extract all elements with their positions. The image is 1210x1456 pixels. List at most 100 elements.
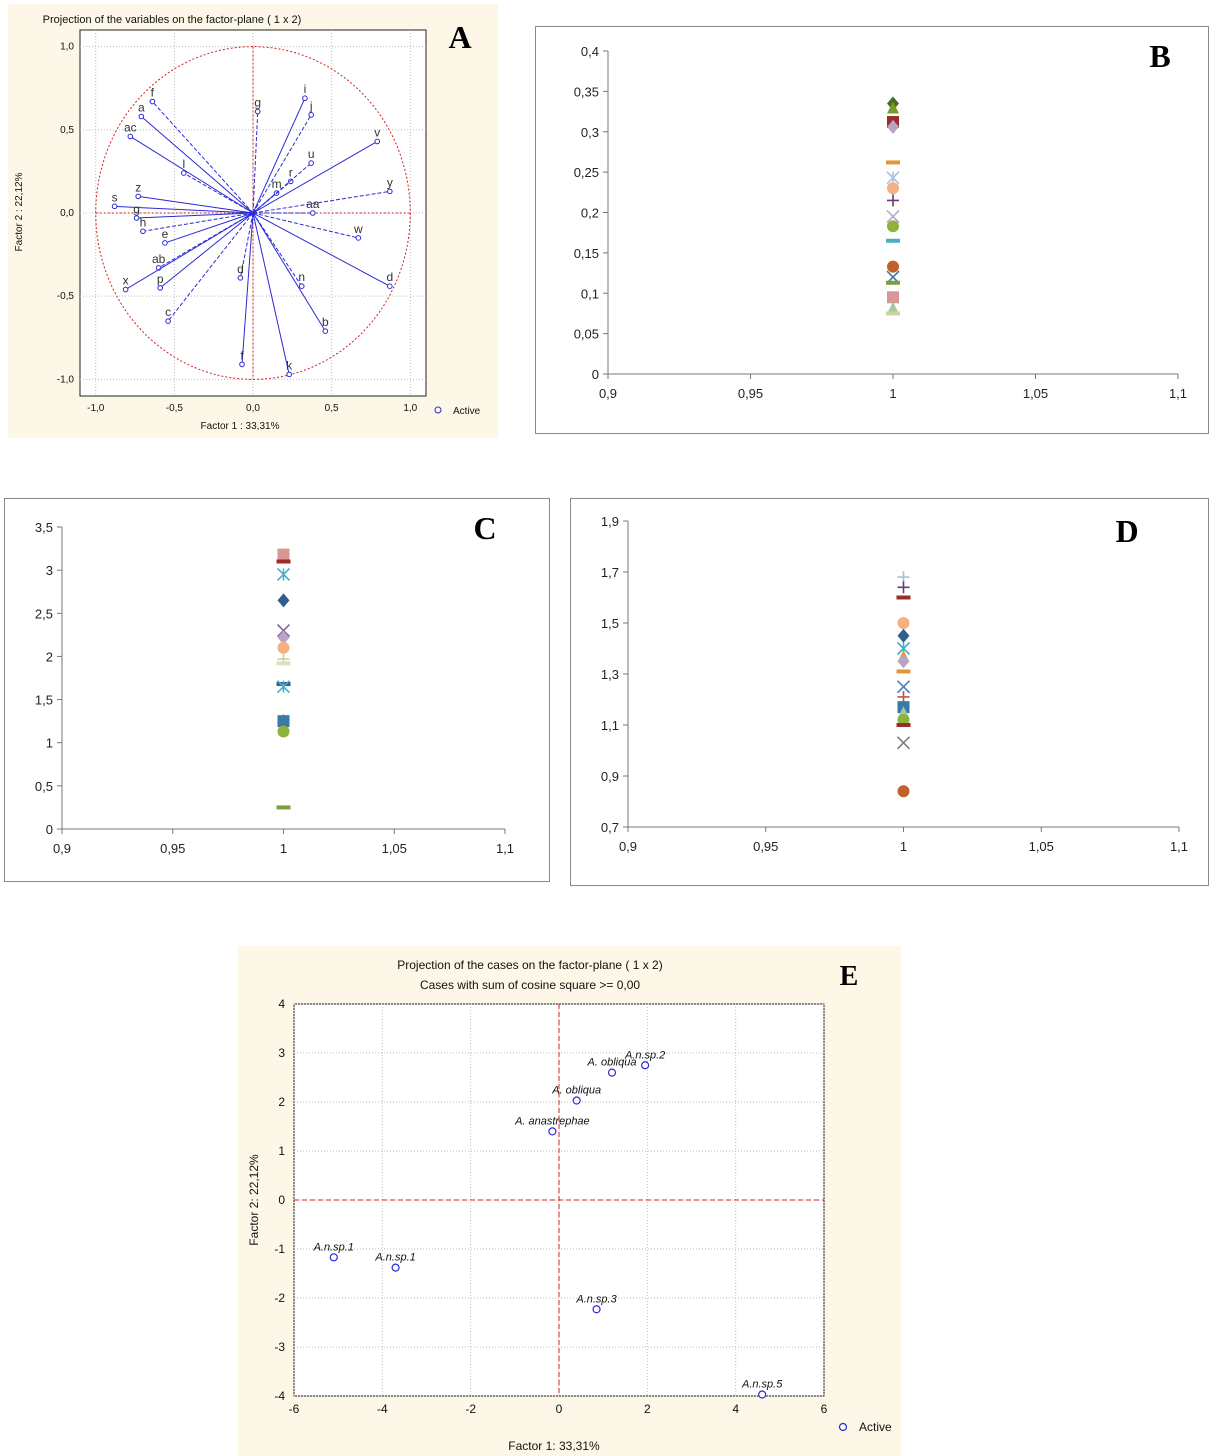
variable-vector-b [252,212,326,332]
variable-point-ac [127,133,134,140]
variable-point-w [355,235,362,241]
y-tick-label: -3 [274,1340,285,1354]
panel-c-y-tick-label: 0 [46,822,53,837]
panel-d-letter: D [1115,513,1138,549]
variable-point-a [138,113,145,120]
variable-point-s [111,203,118,210]
panel-b-points [886,96,900,316]
panel-d-point [896,669,911,674]
panel-b-y-tick-label: 0,05 [574,327,599,342]
panel-d-point [896,595,911,600]
variable-vector-c [167,212,254,322]
panel-d-point [897,690,910,703]
panel-b-point [887,220,899,233]
panel-b-point [887,301,899,314]
variable-label-g: g [254,96,261,110]
x-tick-label: -0,5 [166,403,184,414]
panel-d-x-tick-label: 0,9 [619,839,637,854]
panel-d-point [897,713,910,726]
variable-vector-e [164,212,254,244]
case-point [548,1127,557,1136]
y-tick-label: 2 [278,1095,285,1109]
variable-vector-g [136,212,254,219]
variable-point-n [298,283,305,290]
panel-a-chart: Projection of the variables on the facto… [14,14,481,432]
variable-point-c [165,318,171,324]
panel-b-point [886,280,900,285]
x-tick-label: 4 [732,1402,739,1416]
panel-d-x-tick-label: 1,1 [1170,839,1188,854]
variable-vector-h [142,212,254,232]
variable-vector-n [252,212,303,287]
panel-d: D 1,9 1,7 1,5 1,3 1,1 0,9 0,7 0,9 0,95 1 1,05 1,1 [570,498,1209,886]
panel-a-title: Projection of the variables on the facto… [43,14,302,26]
panel-b-x-tick-label: 1,1 [1169,386,1187,401]
variable-label-ac: ac [124,120,137,134]
panel-c-y-tick-label: 3 [46,563,53,578]
case-label: A.n.sp.3 [575,1293,617,1305]
variable-vector-w [252,212,359,239]
variable-point-j [308,112,314,118]
panel-b-point [886,171,900,185]
panel-d-x-tick-label: 1 [900,839,907,854]
variable-vector-a [141,116,254,214]
panel-c-point [277,715,290,728]
panel-c-x-tick-label: 1,05 [382,841,407,856]
panel-a-xlabel: Factor 1 : 33,31% [201,421,280,432]
variable-vector-d [239,212,254,278]
variable-label-d: d [237,262,244,276]
panel-d-x-tick-label: 1,05 [1029,839,1054,854]
panel-d-y-tick-label: 1,9 [601,514,619,529]
variable-point-b [322,328,329,334]
panel-b-point [886,238,900,243]
panel-b-x-tick-label: 1,05 [1023,386,1048,401]
panel-c-point [277,548,290,561]
variable-vector-s [114,205,254,214]
variable-label-n: n [298,270,305,284]
panel-d-point [897,571,910,584]
variable-label-i: i [304,82,307,96]
panel-a-ylabel: Factor 2 : 22,12% [14,172,25,251]
panel-c-y-tick-label: 2,5 [35,606,53,621]
variable-label-e: e [162,227,169,241]
panel-d-chart: D 1,91,71,51,31,10,90,70,9 0,95 1 1,05 1,1 [601,513,1188,854]
panel-a-letter: A [448,19,471,55]
variable-vector-u [252,162,312,214]
panel-b-letter: B [1149,38,1170,74]
case-point [592,1305,601,1314]
legend-marker [434,406,442,414]
panel-c-point [277,725,290,738]
case-label: A.n.sp.1 [374,1252,415,1264]
panel-c-letter: C [473,510,496,546]
variable-vector-f [151,101,254,214]
panel-c-y-tick-label: 2 [46,649,53,664]
variable-label-s: s [112,190,118,204]
y-tick-label: 1 [278,1144,285,1158]
panel-b-y-tick-label: 0,35 [574,84,599,99]
panel-d-y-tick-label: 1,3 [601,667,619,682]
case-point [391,1263,400,1272]
variable-vector-z [138,195,254,214]
panel-c-points [276,548,291,810]
variable-point-x [122,286,129,293]
panel-c-point [276,559,291,564]
x-tick-label: -4 [377,1402,388,1416]
panel-a-legend: Active [453,406,481,417]
y-tick-label: -1 [274,1242,285,1256]
variable-point-p [157,285,164,291]
panel-d-y-tick-label: 0,9 [601,769,619,784]
variable-point-e [162,240,168,246]
panel-b-point [886,311,900,316]
panel-b-point [887,119,899,134]
panel-c-point [276,661,291,666]
variable-label-m: m [272,177,282,191]
case-label: A.n.sp.1 [313,1241,354,1253]
panel-d-point [896,723,911,727]
x-tick-label: 6 [821,1402,828,1416]
x-tick-label: -2 [465,1402,476,1416]
panel-e-title: Projection of the cases on the factor-pl… [397,958,662,972]
case-label: A. obliqua [551,1085,601,1097]
variable-vector-p [159,212,254,289]
x-tick-label: 0 [556,1402,563,1416]
panel-c-point [276,680,291,694]
